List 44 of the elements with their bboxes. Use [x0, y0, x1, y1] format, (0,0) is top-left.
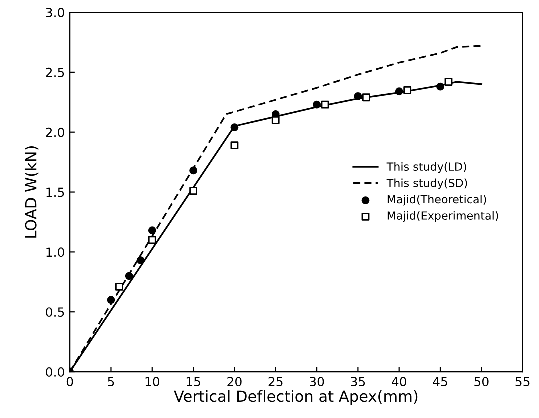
y-tick-label: 2.0: [46, 128, 64, 138]
x-tick-label: 50: [474, 377, 489, 387]
point: [230, 124, 239, 132]
y-tick-label: 0.5: [46, 308, 64, 318]
x-tick-label: 55: [516, 377, 530, 387]
y-tick-label: 2.5: [46, 68, 64, 78]
legend-label: Majid(Theoretical): [388, 195, 486, 206]
point: [395, 88, 404, 96]
x-tick-label: 20: [228, 377, 242, 387]
point: [362, 94, 370, 102]
x-tick-label: 35: [351, 377, 366, 387]
x-tick-label: 40: [392, 377, 406, 387]
point: [354, 92, 362, 100]
x-tick-label: 25: [268, 377, 283, 387]
legend-label: This study(LD): [386, 162, 466, 174]
point: [136, 256, 145, 265]
point: [107, 296, 116, 304]
point: [148, 236, 156, 244]
y-tick-label: 0.0: [46, 367, 64, 377]
x-axis-title: Vertical Deflection at Apex(mm): [174, 390, 418, 406]
y-tick-label: 1.0: [46, 248, 64, 258]
x-tick-label: 15: [186, 377, 200, 387]
x-tick-label: 10: [146, 377, 160, 387]
point: [436, 82, 444, 91]
point: [190, 187, 198, 196]
point: [272, 116, 280, 124]
point: [125, 272, 134, 280]
point: [404, 86, 412, 94]
point: [148, 226, 156, 235]
point: [313, 100, 321, 109]
point: [116, 282, 124, 291]
x-tick-label: 0: [66, 377, 74, 387]
x-tick-label: 45: [433, 377, 448, 387]
x-tick-label: 5: [108, 377, 114, 387]
y-tick-label: 1.5: [46, 188, 64, 198]
y-axis-title: LOAD W(kN): [24, 146, 39, 238]
point: [321, 100, 330, 109]
x-tick-label: 30: [310, 377, 324, 387]
point: [444, 78, 453, 86]
point: [230, 142, 239, 150]
point: [190, 166, 198, 175]
legend-label: Majid(Experimental): [388, 211, 498, 222]
y-tick-label: 3.0: [46, 8, 64, 18]
legend-label: This study(SD): [386, 178, 468, 190]
